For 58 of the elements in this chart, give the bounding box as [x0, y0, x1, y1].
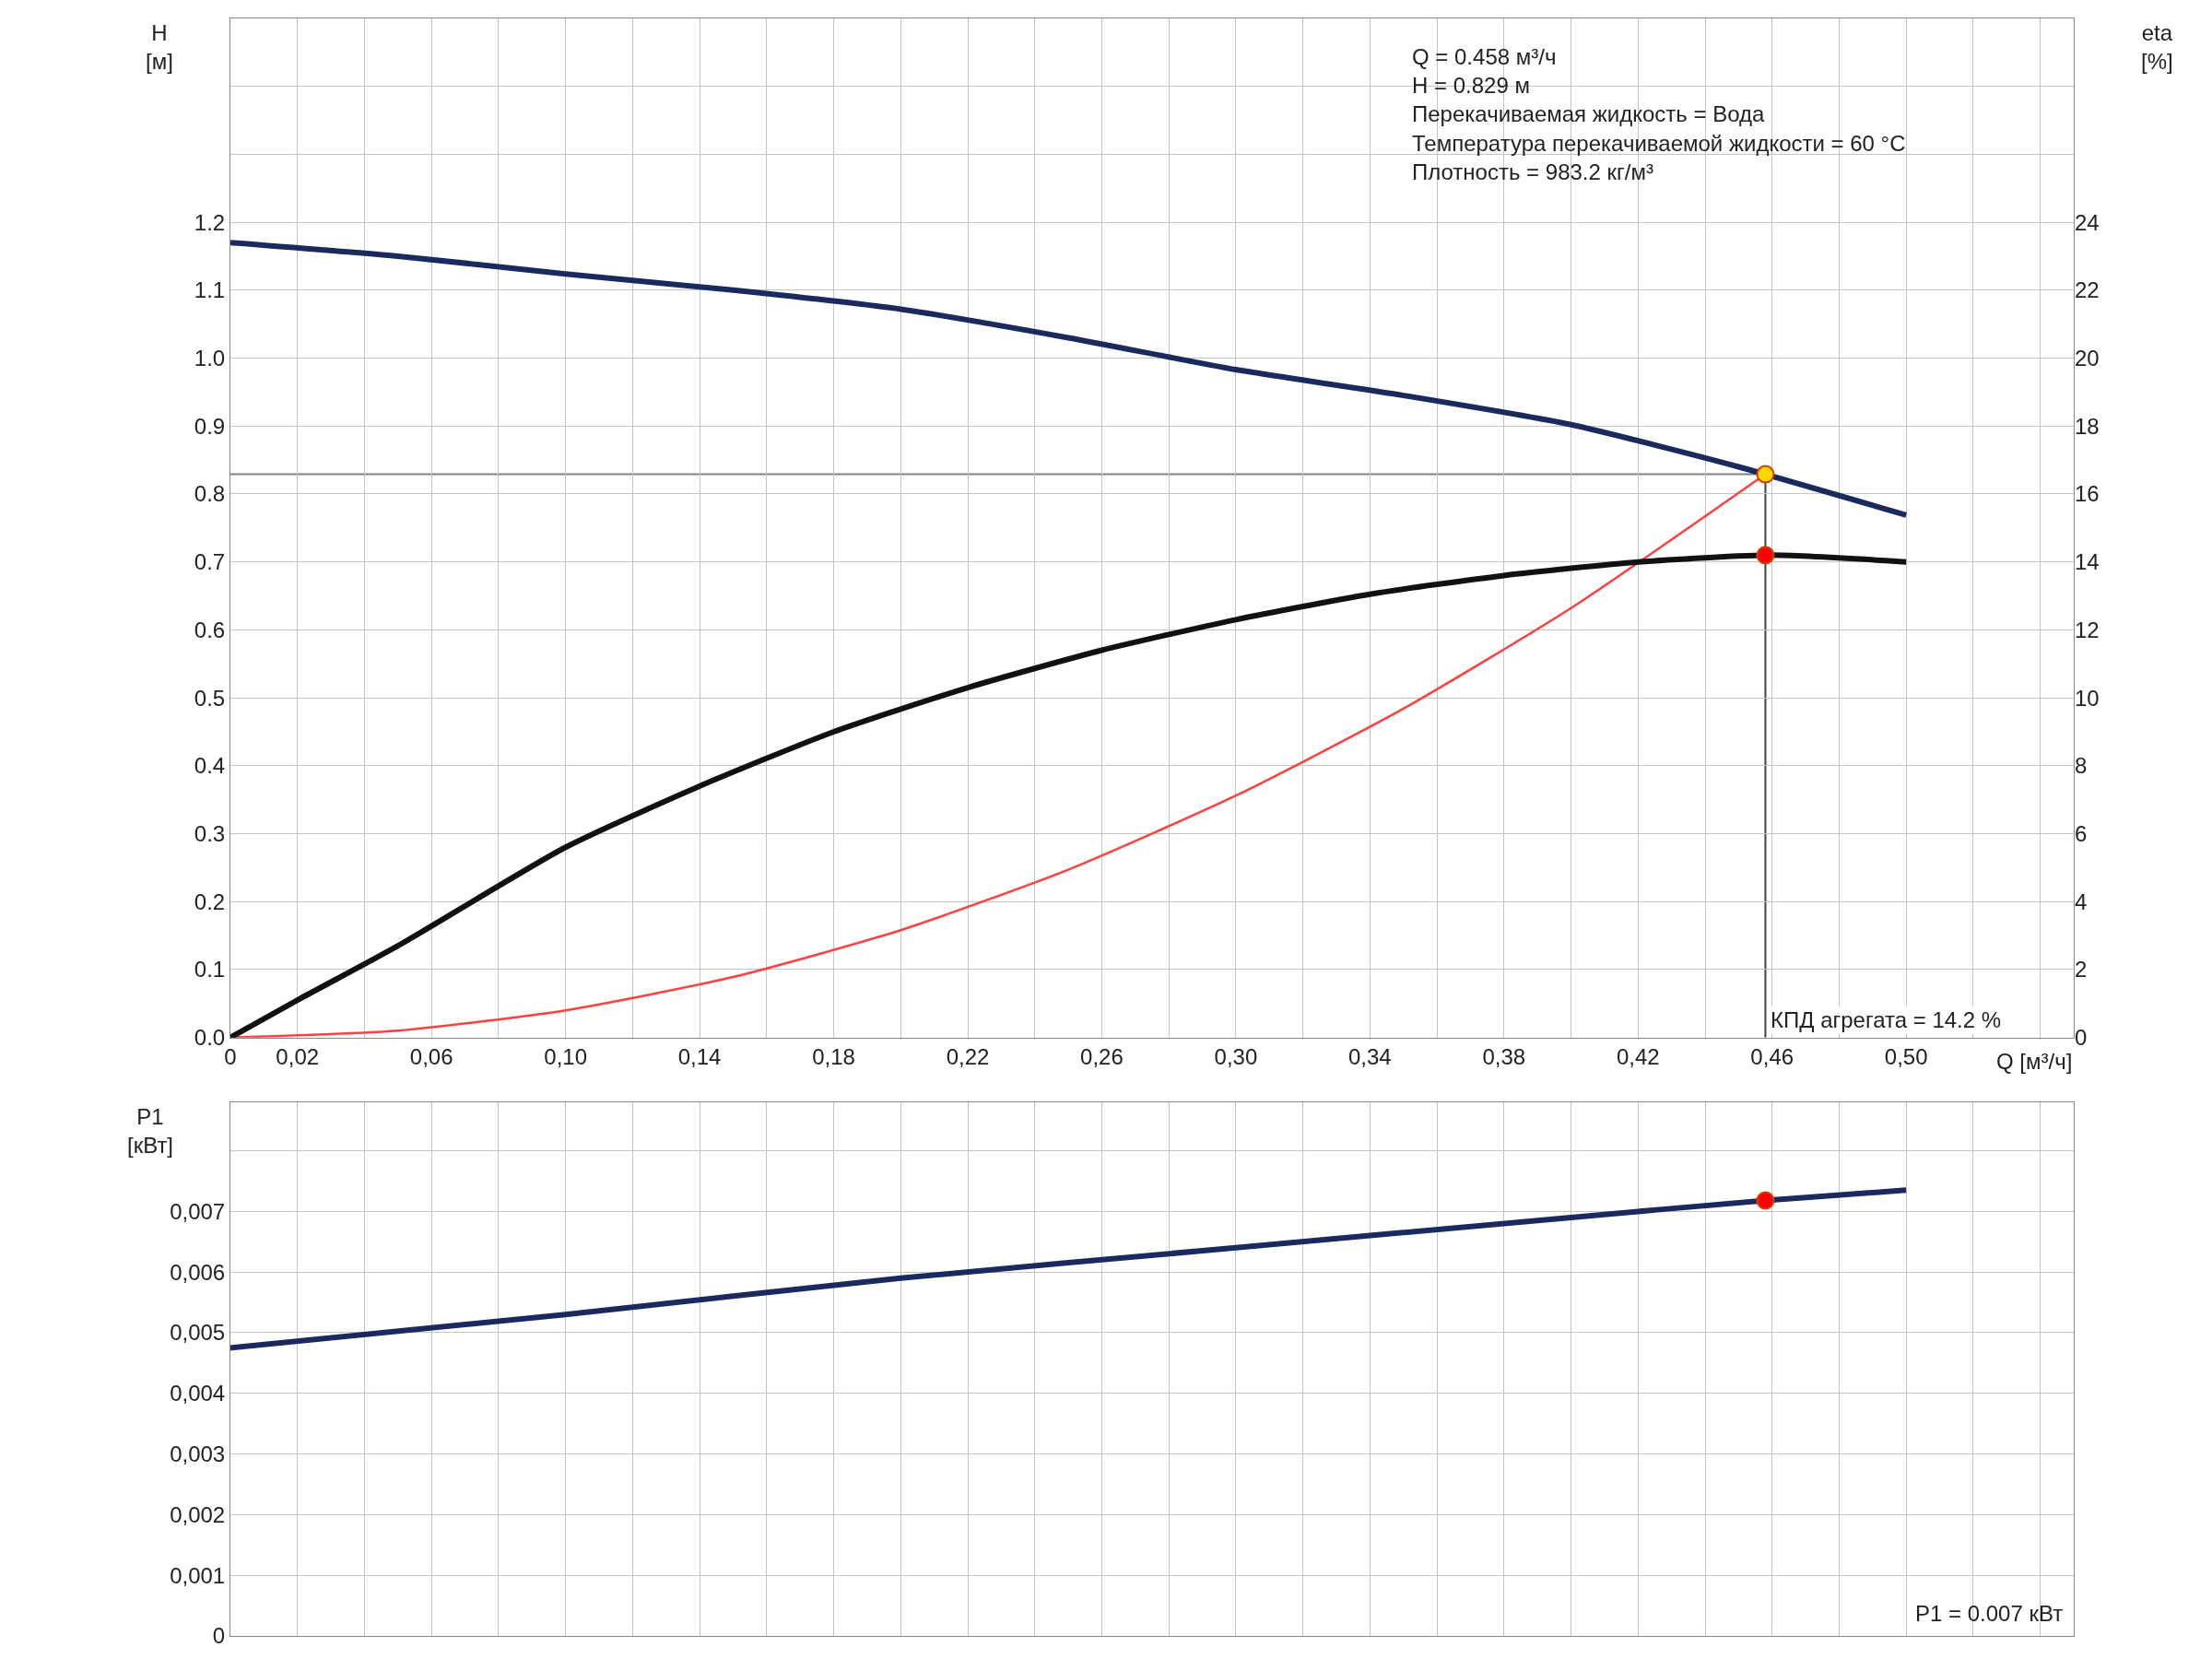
y2-tick-label: 16 [2075, 481, 2100, 507]
y-tick-label: 0.1 [194, 957, 226, 982]
x-tick-label: 0,50 [1884, 1044, 1928, 1070]
x-tick-label: 0,06 [409, 1044, 453, 1070]
x-tick-label: 0,42 [1616, 1044, 1660, 1070]
x-tick-label: 0,02 [276, 1044, 320, 1070]
y-tick-label: 1.1 [194, 277, 226, 303]
y-tick-label: 0,003 [170, 1441, 226, 1466]
y2-tick-label: 22 [2075, 277, 2100, 303]
x-tick-label: 0,38 [1482, 1044, 1526, 1070]
annotation: Плотность = 983.2 кг/м³ [1412, 159, 1653, 184]
y-tick-label: 1.0 [194, 345, 226, 371]
y2-tick-label: 20 [2075, 345, 2100, 371]
y2-axis-title: eta [%] [2141, 20, 2173, 75]
annotation: Q = 0.458 м³/ч [1412, 44, 1557, 69]
y2-tick-label: 0 [2075, 1025, 2088, 1051]
x-tick-label: 0,34 [1348, 1044, 1392, 1070]
y-tick-label: 0,004 [170, 1381, 226, 1406]
y-tick-label: 0.2 [194, 888, 226, 914]
y-tick-label: 0.3 [194, 820, 226, 846]
y-tick-label: 0 [212, 1623, 226, 1649]
y-axis-title: P1 [кВт] [127, 1104, 174, 1159]
y2-tick-label: 18 [2075, 413, 2100, 439]
y2-tick-label: 4 [2075, 888, 2088, 914]
y-tick-label: 1.2 [194, 209, 226, 235]
y-tick-label: 0,005 [170, 1320, 226, 1346]
annotation: P1 = 0.007 кВт [1915, 1601, 2064, 1626]
y-tick-label: 0,007 [170, 1198, 226, 1224]
y2-tick-label: 10 [2075, 685, 2100, 711]
annotation: H = 0.829 м [1412, 73, 1530, 99]
y-tick-label: 0,002 [170, 1501, 226, 1527]
y-tick-label: 0.4 [194, 753, 226, 779]
x-tick-label: 0,46 [1750, 1044, 1794, 1070]
y2-tick-label: 8 [2075, 753, 2088, 779]
y2-tick-label: 14 [2075, 549, 2100, 575]
y-tick-label: 0.8 [194, 481, 226, 507]
annotation: Перекачиваемая жидкость = Вода [1412, 101, 1765, 127]
y-tick-label: 0.7 [194, 549, 226, 575]
y-tick-label: 0.9 [194, 413, 226, 439]
x-tick-label: 0,22 [946, 1044, 990, 1070]
annotation: Температура перекачиваемой жидкости = 60 °C [1412, 130, 1906, 156]
x-axis-title: Q [м³/ч] [1996, 1049, 2073, 1074]
x-tick-label: 0,30 [1214, 1044, 1258, 1070]
x-tick-label: 0,26 [1080, 1044, 1124, 1070]
y2-tick-label: 24 [2075, 209, 2100, 235]
y2-tick-label: 6 [2075, 820, 2088, 846]
y-tick-label: 0.5 [194, 685, 226, 711]
y-tick-label: 0.0 [194, 1025, 226, 1051]
x-tick-label: 0,10 [544, 1044, 587, 1070]
y-axis-title: H [м] [146, 20, 173, 75]
y-tick-label: 0.6 [194, 617, 226, 642]
x-tick-label: 0,14 [677, 1044, 722, 1070]
y2-tick-label: 2 [2075, 957, 2088, 982]
x-tick-label: 0,18 [812, 1044, 855, 1070]
y2-tick-label: 12 [2075, 617, 2100, 642]
y-tick-label: 0,001 [170, 1562, 226, 1588]
y-tick-label: 0,006 [170, 1259, 226, 1285]
annotation: КПД агрегата = 14.2 % [1771, 1007, 2002, 1032]
